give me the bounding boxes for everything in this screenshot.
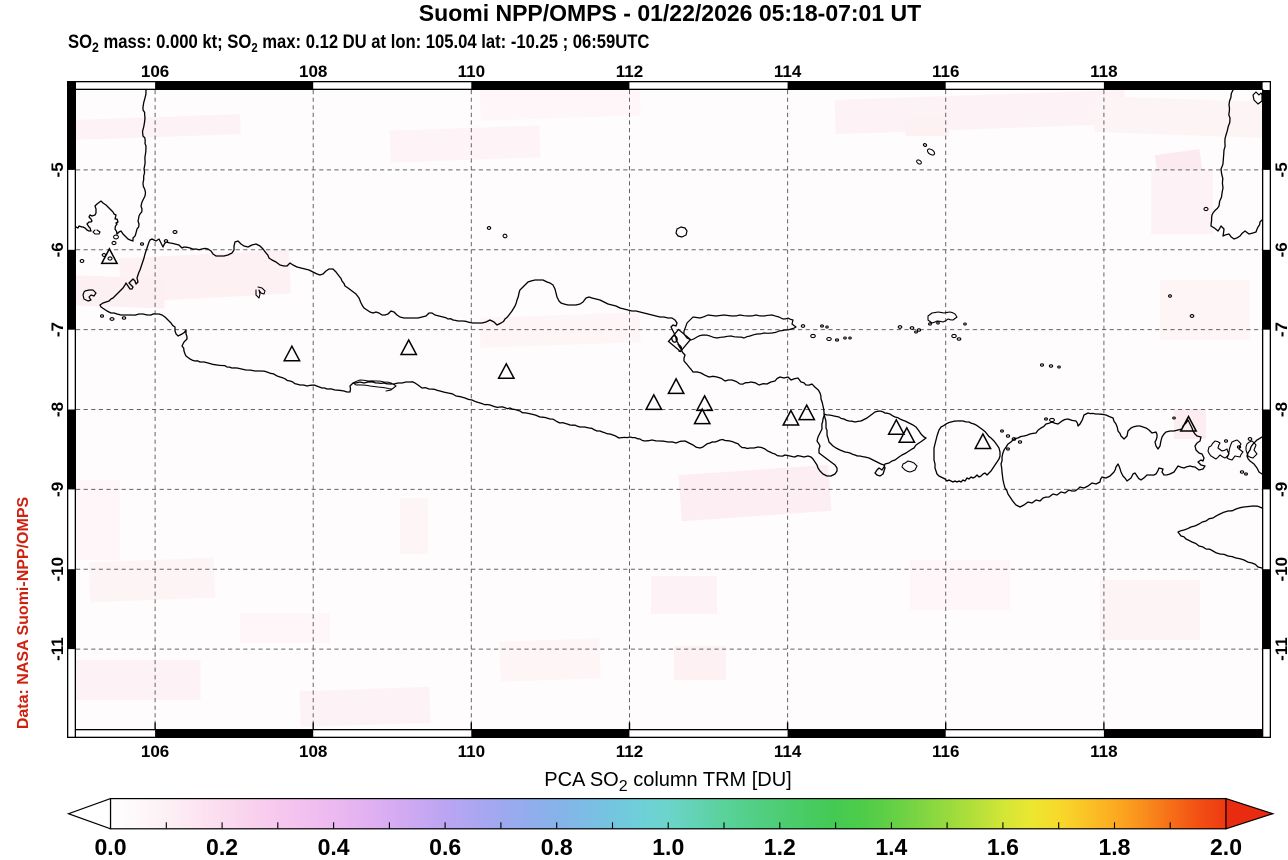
svg-text:-11: -11	[48, 637, 67, 661]
svg-text:-5: -5	[48, 162, 67, 177]
svg-text:-10: -10	[1272, 557, 1288, 582]
svg-text:-10: -10	[48, 557, 67, 582]
svg-text:Data: NASA Suomi-NPP/OMPS: Data: NASA Suomi-NPP/OMPS	[15, 497, 32, 730]
svg-text:-6: -6	[1272, 242, 1288, 257]
svg-text:-8: -8	[48, 402, 67, 417]
svg-text:-9: -9	[48, 482, 67, 497]
svg-text:-7: -7	[48, 322, 67, 337]
svg-text:-9: -9	[1272, 482, 1288, 497]
svg-text:-5: -5	[1272, 162, 1288, 177]
svg-text:-11: -11	[1272, 637, 1288, 661]
svg-text:-6: -6	[48, 242, 67, 257]
svg-text:-8: -8	[1272, 402, 1288, 417]
svg-text:-7: -7	[1272, 322, 1288, 337]
